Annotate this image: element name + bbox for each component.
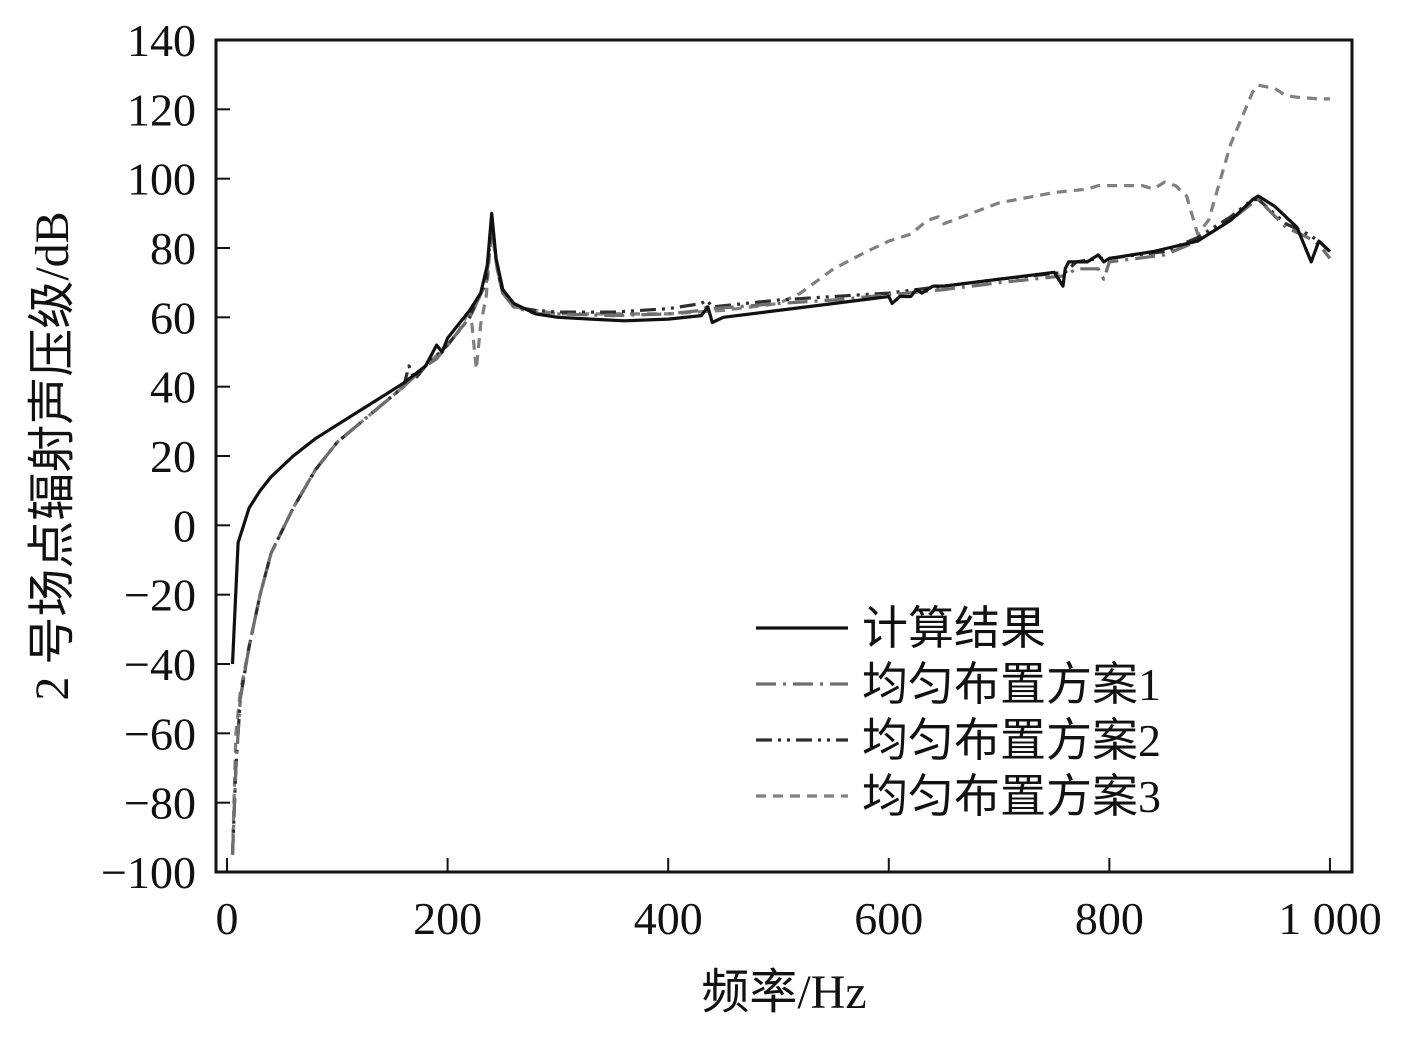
y-tick-label: 80	[150, 223, 196, 274]
y-tick-label: −40	[124, 639, 196, 690]
x-tick-label: 800	[1075, 893, 1144, 944]
y-tick-label: 140	[127, 15, 196, 66]
y-tick-label: 60	[150, 292, 196, 343]
x-tick-label: 600	[854, 893, 923, 944]
y-tick-label: 100	[127, 154, 196, 205]
y-tick-label: −100	[101, 847, 196, 898]
series-line-3	[230, 197, 1331, 855]
x-axis-title: 频率/Hz	[701, 966, 866, 1019]
y-tick-label: 120	[127, 84, 196, 135]
legend-label: 均匀布置方案3	[862, 771, 1161, 822]
y-tick-label: −80	[124, 778, 196, 829]
legend-label: 均匀布置方案2	[862, 715, 1161, 766]
plot-area: 0 200 400 600 800 1 000 −100 −80 −60 −40 −20 0 20 40…	[101, 15, 1382, 944]
y-ticks: −100 −80 −60 −40 −20 0 20 40 60 80 100 120 140	[101, 15, 230, 898]
y-tick-label: −60	[124, 708, 196, 759]
x-tick-label: 0	[216, 893, 239, 944]
series-layer	[230, 83, 1332, 855]
y-tick-label: 20	[150, 431, 196, 482]
x-tick-label: 400	[634, 893, 703, 944]
plot-frame	[214, 38, 1354, 874]
series-line-4	[230, 83, 1330, 855]
x-ticks: 0 200 400 600 800 1 000	[216, 858, 1382, 944]
legend-label: 均匀布置方案1	[862, 659, 1161, 710]
y-tick-label: −20	[124, 570, 196, 621]
series-line-1	[230, 194, 1331, 665]
x-tick-label: 1 000	[1278, 893, 1382, 944]
series-line-2	[230, 197, 1332, 855]
legend-label: 计算结果	[862, 603, 1046, 654]
x-tick-label: 200	[413, 893, 482, 944]
y-axis-title: 2 号场点辐射声压级/dB	[26, 211, 79, 700]
y-tick-label: 0	[173, 500, 196, 551]
y-tick-label: 40	[150, 362, 196, 413]
